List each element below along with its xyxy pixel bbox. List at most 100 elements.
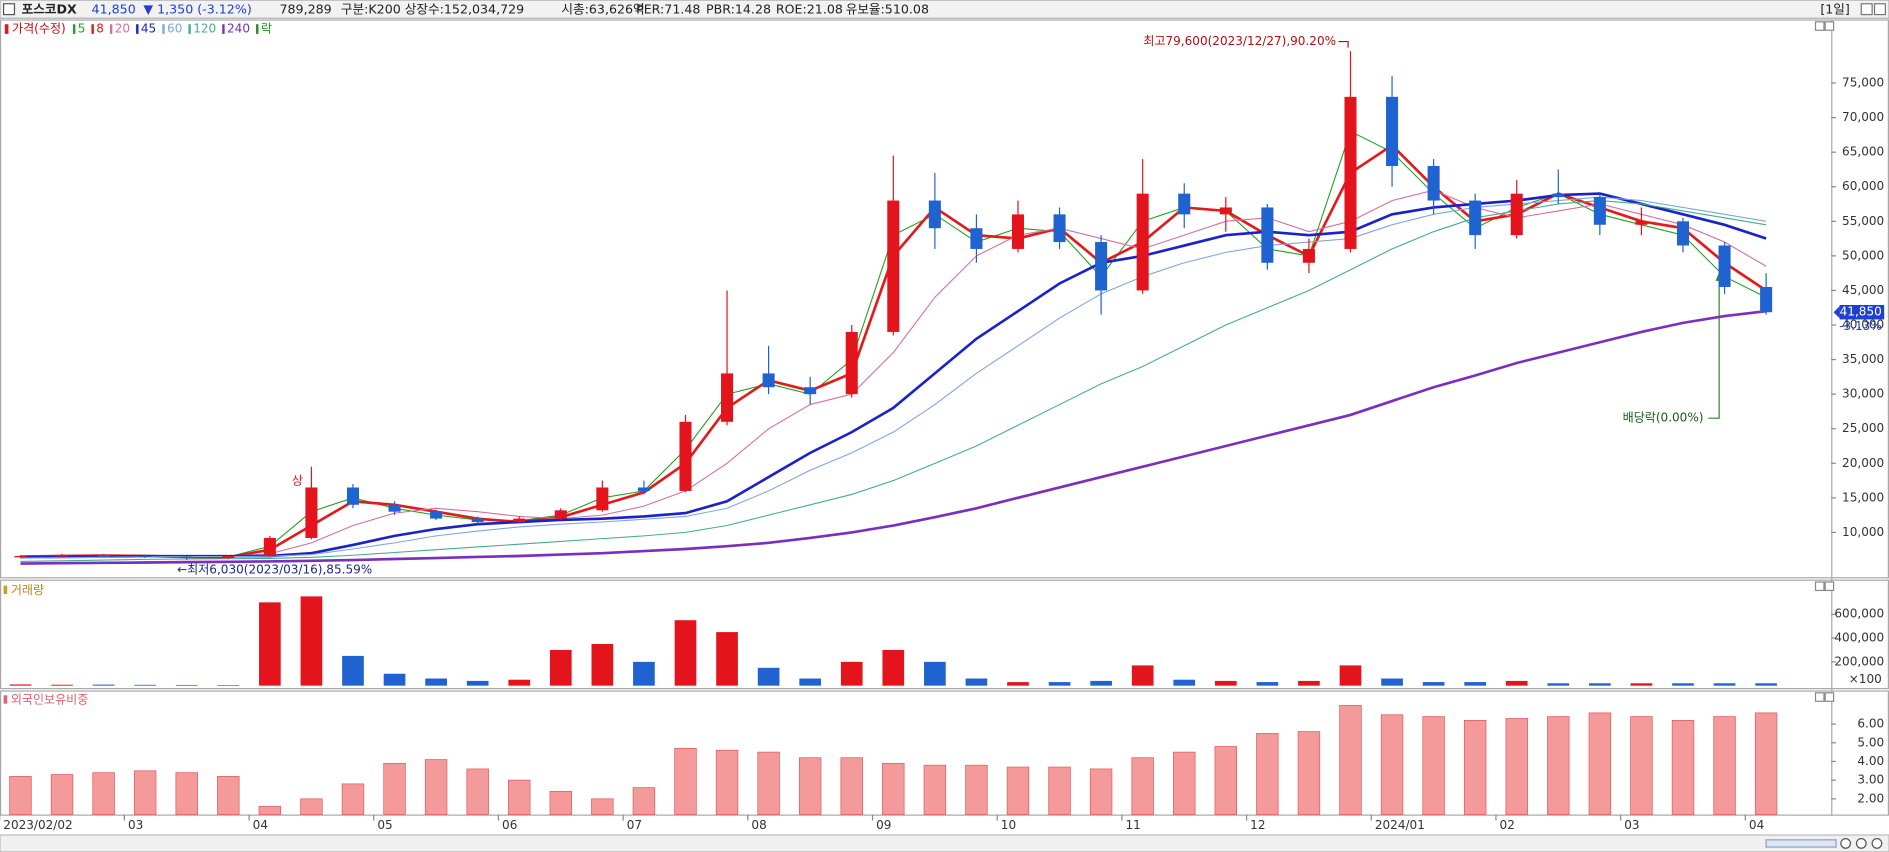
bar <box>1422 716 1445 815</box>
x-tick-label: 07 <box>627 818 642 832</box>
bar <box>466 768 489 815</box>
candle-body <box>804 387 817 395</box>
legend-marker <box>222 24 225 34</box>
x-tick-label: 09 <box>876 818 891 832</box>
bar <box>134 684 157 686</box>
pane-button[interactable] <box>1814 21 1825 31</box>
x-tick-label: 08 <box>751 818 766 832</box>
dividend-arrow <box>1708 274 1720 419</box>
zoom-in-button[interactable] <box>1855 838 1867 849</box>
bar <box>674 748 697 815</box>
bar <box>1173 751 1196 815</box>
bar <box>1463 719 1487 815</box>
bar <box>840 661 863 686</box>
bar <box>882 762 905 815</box>
legend-label: 5 <box>78 22 86 36</box>
candle-body <box>222 555 235 559</box>
bar <box>1048 682 1071 686</box>
legend-label: 8 <box>96 22 104 36</box>
scroll-area <box>0 834 1889 852</box>
legend-label: 가격(수정) <box>12 22 66 36</box>
bar <box>1754 712 1778 815</box>
bar <box>1381 678 1403 686</box>
bar <box>1089 768 1113 815</box>
candle-body <box>1095 242 1108 291</box>
last-price-pointer <box>1833 306 1840 319</box>
pane-button[interactable] <box>1824 581 1835 592</box>
stock-price: 41,850 <box>92 1 136 16</box>
bar <box>798 757 822 815</box>
candle-body <box>56 555 69 557</box>
y-tick-label: 3.00 <box>1857 773 1884 787</box>
bar <box>9 776 32 815</box>
candle-body <box>139 555 152 558</box>
x-tick-label: 12 <box>1250 818 1265 832</box>
bar <box>466 680 489 686</box>
zoom-reset-button[interactable] <box>1871 838 1883 849</box>
y-tick-label: 10,000 <box>1842 525 1884 539</box>
bar <box>1131 757 1154 815</box>
candle-body <box>513 518 526 523</box>
bar <box>1547 716 1570 815</box>
candle-body <box>263 537 276 556</box>
bar <box>757 751 780 815</box>
window-button[interactable] <box>1860 3 1873 16</box>
y-tick-label: 5.00 <box>1857 735 1884 749</box>
bar <box>674 620 697 686</box>
bar <box>217 685 240 686</box>
candle-body <box>1386 96 1399 166</box>
price-plot <box>14 51 1773 565</box>
pane-button[interactable] <box>1824 21 1835 31</box>
x-tick-label: 04 <box>253 818 268 832</box>
bar <box>1380 714 1404 815</box>
bar <box>342 655 364 686</box>
pane-button[interactable] <box>1814 692 1825 702</box>
bar <box>924 661 946 686</box>
bar <box>799 678 822 686</box>
stock-mcap: 시총:63,626억 <box>561 1 644 16</box>
bar <box>51 684 73 686</box>
period-button[interactable]: [1일] <box>1820 1 1850 16</box>
bar <box>1298 680 1320 686</box>
y-tick-label: 6.00 <box>1857 717 1884 731</box>
bar <box>1006 766 1030 815</box>
candle-body <box>1136 193 1149 291</box>
bar <box>1339 705 1362 815</box>
candle-body <box>1302 248 1315 263</box>
zoom-out-button[interactable] <box>1840 838 1852 849</box>
candle-body <box>596 487 609 511</box>
candle-body <box>1053 214 1066 243</box>
legend-label: 45 <box>141 22 156 36</box>
stock-volume: 789,289 <box>279 1 331 16</box>
candle-body <box>721 373 734 422</box>
y-tick-label: 4.00 <box>1857 754 1884 768</box>
bar <box>716 632 738 686</box>
legend-marker <box>4 24 9 34</box>
bar <box>1713 683 1736 686</box>
ma-line <box>20 309 1767 565</box>
close-button[interactable] <box>1873 3 1886 16</box>
scroll-thumb[interactable] <box>1765 839 1837 848</box>
candle-body <box>637 487 650 491</box>
bar <box>175 684 198 686</box>
x-tick-label: 04 <box>1749 818 1764 832</box>
bar <box>425 678 447 686</box>
x-tick-label: 05 <box>377 818 392 832</box>
y-tick-label: 400,000 <box>1834 631 1884 645</box>
candle-body <box>430 511 443 519</box>
header-icon[interactable] <box>3 3 16 16</box>
stock-shares: 상장수:152,034,729 <box>405 1 524 16</box>
legend-label: 240 <box>227 22 250 36</box>
y-tick-label: 70,000 <box>1842 110 1884 124</box>
candle-body <box>471 518 484 523</box>
pane-button[interactable] <box>1814 581 1825 592</box>
candle-body <box>1261 207 1274 263</box>
bar <box>965 764 988 815</box>
x-tick-label: 2023/02/02 <box>3 818 72 832</box>
pane-button[interactable] <box>1824 692 1835 702</box>
bar <box>1297 731 1321 815</box>
candle-body <box>1676 221 1690 246</box>
bar <box>1422 682 1445 686</box>
stock-roe: ROE:21.08 <box>776 1 843 16</box>
candle-body <box>14 555 27 558</box>
